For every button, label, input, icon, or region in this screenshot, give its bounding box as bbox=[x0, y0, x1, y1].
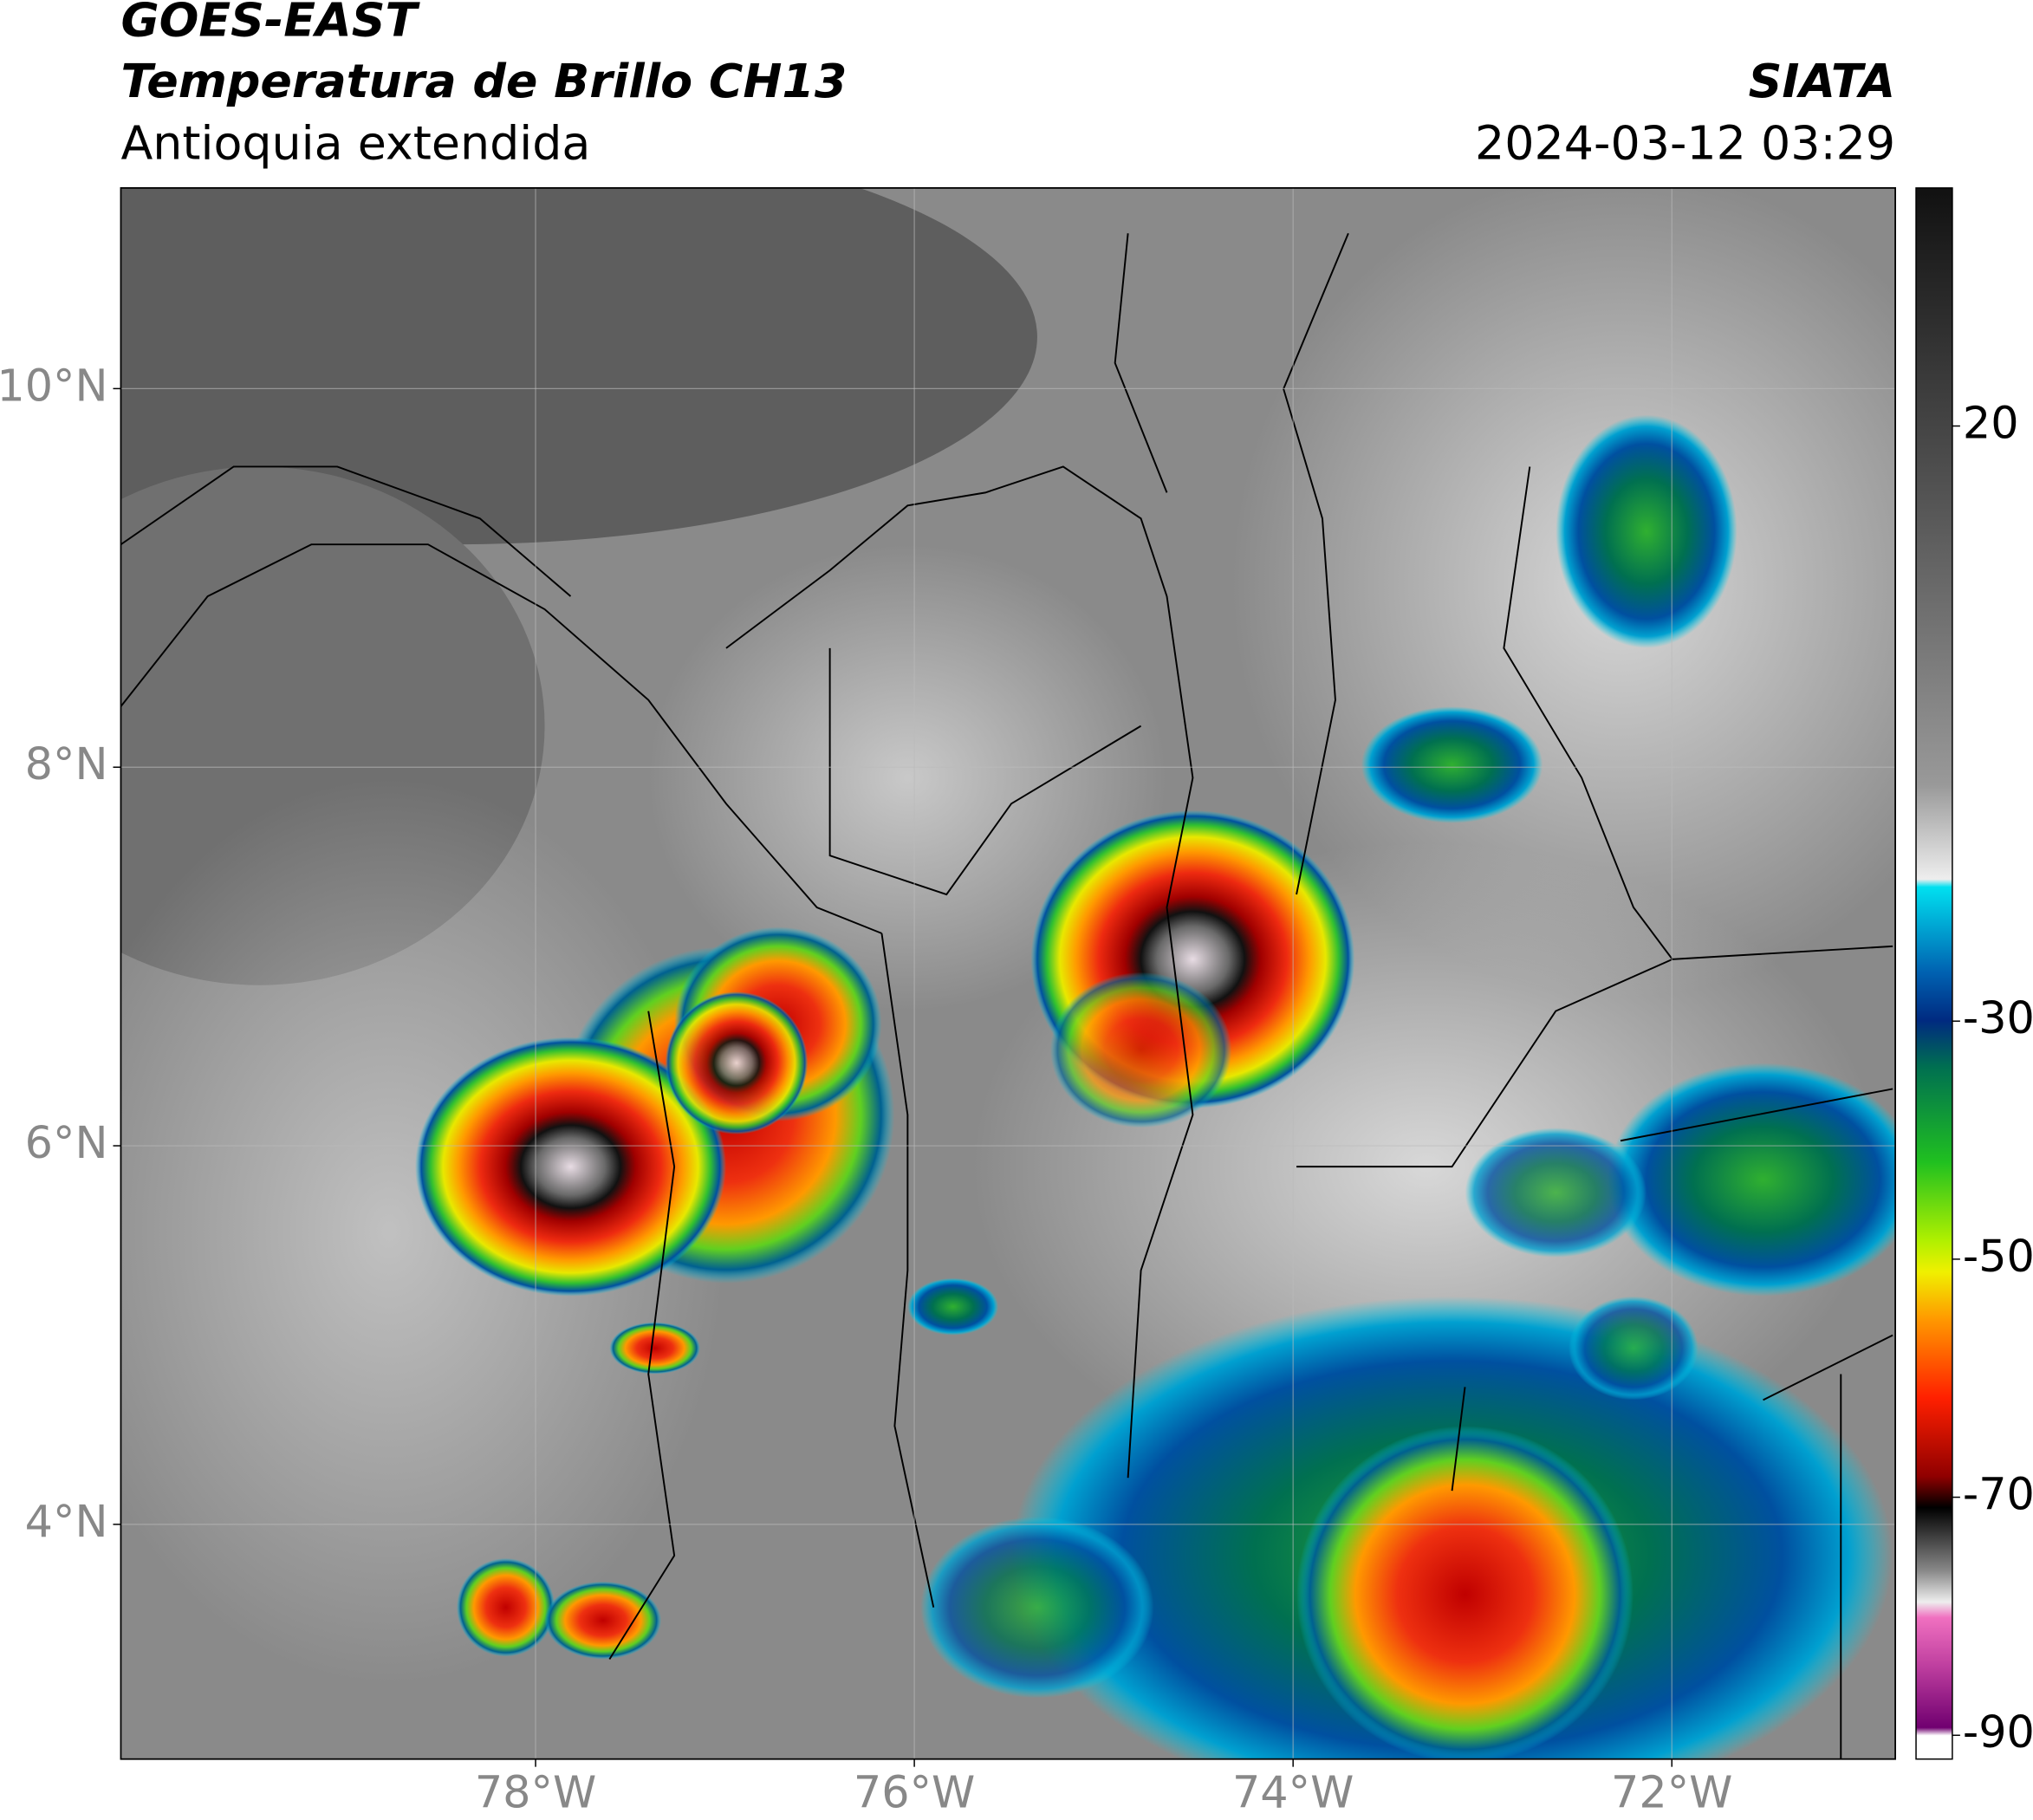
lat-tick-label: 4°N bbox=[25, 1496, 108, 1547]
lon-tick-label: 74°W bbox=[1232, 1767, 1354, 1818]
colorbar-tick-label: 20 bbox=[1963, 398, 2019, 449]
lat-tick-label: 10°N bbox=[0, 360, 107, 411]
colorbar-tick-label: -30 bbox=[1963, 992, 2033, 1043]
colorbar-tick-label: -90 bbox=[1963, 1706, 2033, 1758]
colorbar bbox=[1915, 187, 1953, 1760]
region: Antioquia extendida bbox=[120, 116, 590, 171]
colorbar-tick-label: -70 bbox=[1963, 1469, 2033, 1520]
lat-tick-label: 6°N bbox=[25, 1117, 108, 1168]
lon-tick-label: 76°W bbox=[854, 1767, 975, 1818]
graticule bbox=[120, 187, 1896, 1759]
datetime: 2024-03-12 03:29 bbox=[1475, 116, 1895, 171]
satellite: GOES-EAST bbox=[120, 0, 420, 48]
product: Temperatura de Brillo CH13 bbox=[120, 54, 847, 108]
lat-tick-label: 8°N bbox=[25, 738, 108, 790]
agency: SIATA bbox=[1749, 54, 1896, 108]
map-frame bbox=[120, 186, 1896, 1760]
colorbar-tick-label: -50 bbox=[1963, 1231, 2033, 1282]
map-image bbox=[120, 187, 1896, 1759]
lon-tick-label: 78°W bbox=[475, 1767, 596, 1818]
lon-tick-label: 72°W bbox=[1611, 1767, 1732, 1818]
